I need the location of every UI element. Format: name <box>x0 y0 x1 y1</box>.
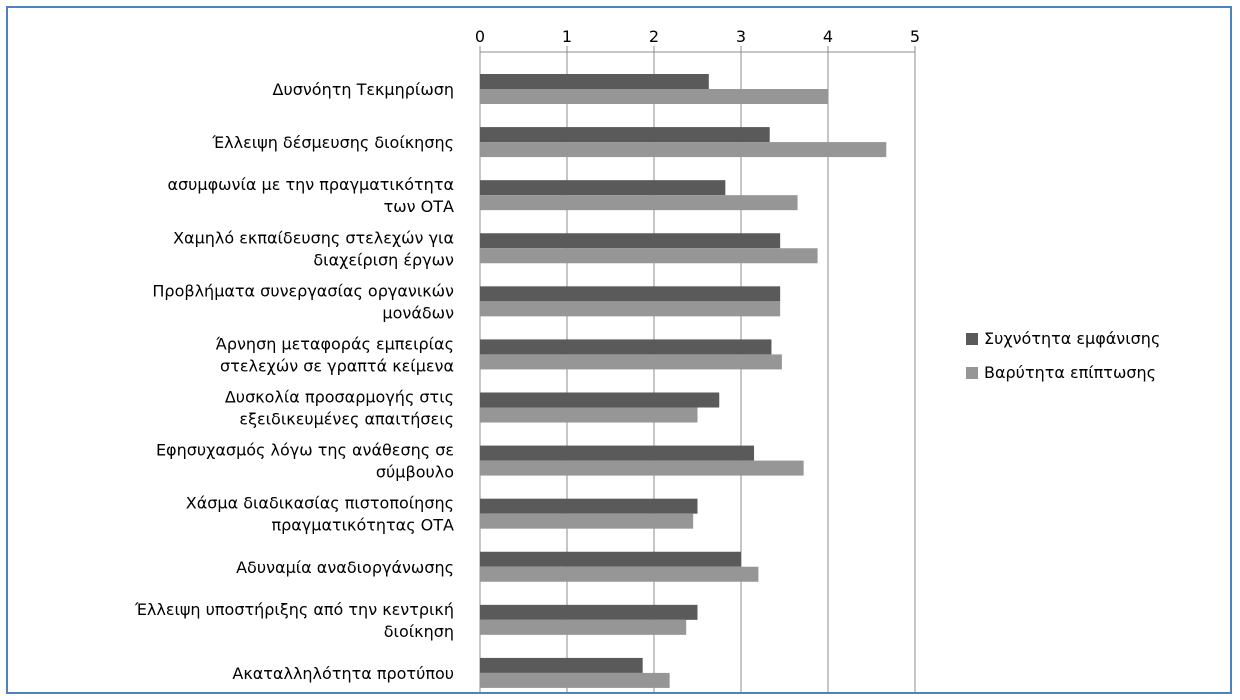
category-label: Χαμηλό εκπαίδευσης στελεχών για διαχείρισ… <box>173 228 454 269</box>
legend-label: Συχνότητα εμφάνισης <box>984 329 1160 348</box>
bar-frequency <box>480 180 726 196</box>
category-label: Ακαταλληλότητα προτύπου <box>232 664 454 683</box>
bar-severity <box>480 142 887 158</box>
bar-frequency <box>480 498 698 514</box>
bar-frequency <box>480 339 772 355</box>
bar-frequency <box>480 657 643 673</box>
x-tick-label: 3 <box>736 27 746 46</box>
category-label: Αδυναμία αναδιοργάνωσης <box>236 558 454 577</box>
gridlines <box>479 52 916 692</box>
category-labels: Δυσνόητη Τεκμηρίωση Έλλειψη δέσμευσης διο… <box>134 80 454 683</box>
category-label: Δυσνόητη Τεκμηρίωση <box>273 80 455 99</box>
bar-frequency <box>480 286 781 302</box>
category-label: ασυμφωνία με την πραγματικότητα των ΟΤΑ <box>167 175 454 216</box>
legend: Συχνότητα εμφάνισης Βαρύτητα επίπτωσης <box>966 329 1160 382</box>
bar-severity <box>480 619 687 635</box>
category-label: Δυσκολία προσαρμογής στις εξειδικευμένες … <box>225 388 454 429</box>
category-label: Χάσμα διαδικασίας πιστοποίησης πραγματικό… <box>186 494 454 535</box>
category-label: Έλλειψη δέσμευσης διοίκησης <box>211 133 454 152</box>
bar-frequency <box>480 74 709 89</box>
bars <box>480 74 887 688</box>
legend-label: Βαρύτητα επίπτωσης <box>984 363 1156 382</box>
category-label: Προβλήματα συνεργασίας οργανικών μονάδων <box>152 281 454 322</box>
bar-severity <box>480 566 759 582</box>
bar-severity <box>480 460 804 476</box>
x-tick-label: 0 <box>475 27 485 46</box>
bar-frequency <box>480 233 781 249</box>
bar-severity <box>480 513 694 529</box>
x-tick-label: 4 <box>823 27 833 46</box>
x-tick-label: 2 <box>649 27 659 46</box>
x-axis-ticks: 0 1 2 3 4 5 <box>475 27 920 53</box>
bar-severity <box>480 354 782 370</box>
category-label: Άρνηση μεταφοράς εμπειρίας στελεχών σε γρ… <box>216 334 454 375</box>
bar-severity <box>480 248 818 264</box>
legend-swatch <box>966 367 978 379</box>
bar-frequency <box>480 127 770 143</box>
bar-severity <box>480 407 698 423</box>
bar-chart: Δυσνόητη Τεκμηρίωση Έλλειψη δέσμευσης διο… <box>134 27 1160 692</box>
category-label: Εφησυχασμός λόγω της ανάθεσης σε σύμβουλο <box>156 441 454 482</box>
bar-frequency <box>480 551 741 567</box>
x-tick-label: 5 <box>910 27 920 46</box>
bar-frequency <box>480 604 698 620</box>
bar-frequency <box>480 392 720 408</box>
category-label: Έλλειψη υποστήριξης από την κεντρική διοί… <box>134 600 454 641</box>
bar-frequency <box>480 445 755 461</box>
bar-severity <box>480 89 828 104</box>
legend-swatch <box>966 333 978 345</box>
bar-severity <box>480 301 781 317</box>
bar-severity <box>480 672 670 688</box>
bar-severity <box>480 195 798 211</box>
chart-frame: Δυσνόητη Τεκμηρίωση Έλλειψη δέσμευσης διο… <box>6 6 1232 694</box>
x-tick-label: 1 <box>562 27 572 46</box>
